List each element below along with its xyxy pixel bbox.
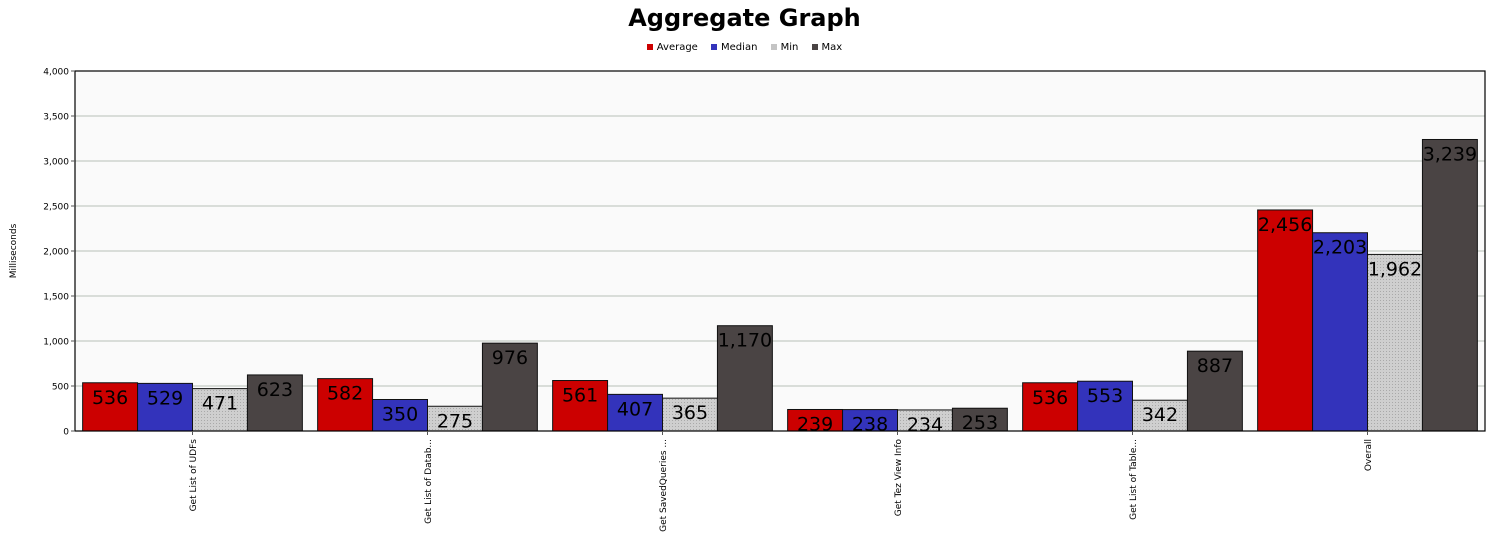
data-label: 623	[257, 379, 293, 401]
bar-average	[552, 380, 609, 432]
data-label: 3,239	[1423, 143, 1477, 165]
bar-median	[137, 382, 194, 432]
x-tick-label: Get Tez View Info	[894, 439, 904, 517]
data-label: 234	[907, 414, 943, 436]
bar-max	[1421, 138, 1478, 432]
data-label: 2,203	[1313, 237, 1367, 259]
data-label: 407	[617, 398, 653, 420]
bar-average	[317, 378, 374, 432]
legend-label-average: Average	[656, 42, 698, 53]
bar-min	[1367, 253, 1423, 432]
legend-swatch-min	[770, 44, 777, 50]
data-label: 471	[202, 393, 238, 415]
bar-max	[1186, 350, 1243, 432]
data-label: 887	[1197, 355, 1233, 377]
data-label: 582	[327, 383, 363, 405]
data-label: 342	[1142, 404, 1178, 426]
x-ticks: Get List of UDFs Get List of Datab... Get …	[189, 431, 1374, 532]
data-label: 536	[1032, 387, 1068, 409]
chart-title: Aggregate Graph	[628, 4, 861, 32]
legend: Average Median Min Max	[0, 42, 1489, 53]
legend-label-min: Min	[780, 42, 799, 53]
bar-average	[1022, 382, 1079, 432]
data-label: 529	[147, 387, 183, 409]
y-tick-label: 3,000	[43, 158, 69, 168]
legend-swatch-max	[811, 44, 818, 50]
data-label: 275	[437, 410, 473, 432]
data-label: 238	[852, 414, 888, 436]
y-tick-label: 4,000	[43, 68, 69, 78]
bar-median	[1077, 380, 1134, 432]
bar-median	[607, 393, 664, 432]
grid-lines	[75, 115, 1485, 387]
bars: 536 529 471 623 582 350 275 976 561 407 365 1,170 23…	[82, 138, 1478, 436]
y-tick-label: 3,500	[43, 113, 69, 123]
legend-item-min: Min	[770, 42, 799, 53]
data-label: 365	[672, 402, 708, 424]
bar-max	[716, 325, 773, 432]
data-label: 350	[382, 404, 418, 426]
data-label: 536	[92, 387, 128, 409]
x-tick-label: Get List of UDFs	[189, 439, 199, 512]
bar-min	[192, 388, 248, 432]
data-label: 253	[962, 412, 998, 434]
x-tick-label: Get List of Datab...	[424, 439, 434, 524]
y-tick-label: 0	[63, 428, 69, 438]
y-ticks: 0 500 1,000 1,500 2,000 2,500 3,000 3,500 4,000	[43, 68, 75, 438]
legend-item-max: Max	[811, 42, 843, 53]
y-tick-label: 500	[52, 383, 69, 393]
bar-median	[372, 399, 429, 432]
y-axis-label: Milliseconds	[9, 223, 19, 278]
data-label: 239	[797, 413, 833, 435]
y-tick-label: 1,500	[43, 293, 69, 303]
legend-swatch-median	[711, 44, 718, 50]
data-label: 976	[492, 347, 528, 369]
x-tick-label: Get SavedQueries ...	[659, 439, 669, 532]
legend-label-median: Median	[721, 42, 758, 53]
legend-label-max: Max	[821, 42, 843, 53]
bar-median	[1312, 232, 1369, 432]
x-tick-label: Get List of Table...	[1129, 439, 1139, 520]
data-label: 2,456	[1258, 214, 1312, 236]
legend-swatch-average	[646, 44, 653, 50]
bar-average	[1257, 209, 1314, 432]
data-label: 1,170	[718, 330, 772, 352]
legend-item-median: Median	[711, 42, 757, 53]
data-label: 1,962	[1368, 258, 1422, 280]
legend-item-average: Average	[646, 42, 698, 53]
y-tick-label: 1,000	[43, 338, 69, 348]
x-tick-label: Overall	[1364, 439, 1374, 471]
bar-min	[427, 405, 483, 432]
bar-max	[481, 342, 538, 432]
data-label: 561	[562, 385, 598, 407]
y-tick-label: 2,000	[43, 248, 69, 258]
data-label: 553	[1087, 385, 1123, 407]
bar-average	[82, 382, 139, 432]
y-tick-label: 2,500	[43, 203, 69, 213]
